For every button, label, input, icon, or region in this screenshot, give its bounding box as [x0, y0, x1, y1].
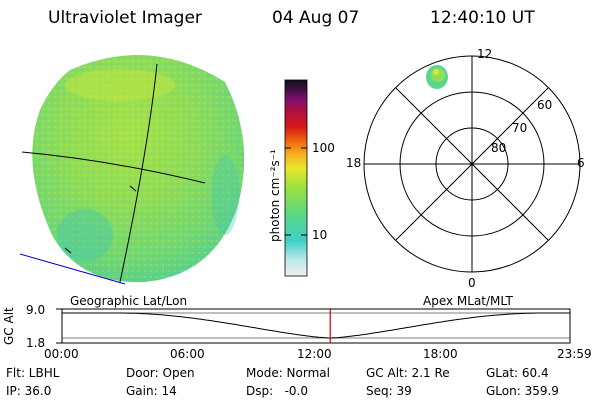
colorbar-units-label: photon cm⁻²s⁻¹ [268, 149, 282, 242]
lat-label-80: 80 [491, 141, 507, 155]
colorbar-tick-100: 100 [312, 141, 335, 155]
time-tick-0000: 00:00 [44, 347, 79, 361]
timeline-plot [56, 308, 571, 344]
info-glon: GLon: 359.9 [486, 384, 559, 398]
mlt-label-6: 6 [577, 156, 585, 170]
mlt-label-12: 12 [477, 47, 493, 61]
instrument-title: Ultraviolet Imager [48, 8, 202, 28]
lat-label-70: 70 [512, 121, 528, 135]
lat-label-60: 60 [537, 98, 553, 112]
polar-grid [363, 55, 581, 273]
colorbar [284, 79, 308, 277]
timeline-y-tick-top: 9.0 [26, 303, 46, 317]
altitude-curve [62, 312, 570, 339]
timeline-right-title: Apex MLat/MLT [423, 294, 513, 308]
time-tick-2359: 23:59 [557, 347, 592, 361]
info-seq: Seq: 39 [366, 384, 412, 398]
info-glat: GLat: 60.4 [486, 366, 549, 380]
info-mode: Mode: Normal [246, 366, 330, 380]
timeline-left-title: Geographic Lat/Lon [70, 294, 188, 308]
info-door: Door: Open [126, 366, 195, 380]
timeline-y-label: GC Alt [2, 307, 16, 345]
time-tick-1200: 12:00 [297, 347, 332, 361]
mlt-label-0: 0 [468, 276, 476, 290]
geographic-grid [21, 63, 206, 283]
info-filter: Flt: LBHL [6, 366, 60, 380]
info-ip: IP: 36.0 [6, 384, 52, 398]
info-gain: Gain: 14 [126, 384, 177, 398]
colorbar-tick-10: 10 [312, 228, 328, 242]
horizon-line [19, 253, 126, 285]
time-tick-0600: 06:00 [170, 347, 205, 361]
date-label: 04 Aug 07 [272, 8, 360, 28]
auroral-spot [426, 65, 448, 89]
time-label: 12:40:10 UT [430, 8, 535, 28]
time-tick-1800: 18:00 [423, 347, 458, 361]
timeline-y-tick-bottom: 1.8 [26, 336, 46, 350]
mlt-label-18: 18 [346, 156, 362, 170]
info-dsp: Dsp: -0.0 [246, 384, 309, 398]
info-gc-alt: GC Alt: 2.1 Re [366, 366, 450, 380]
